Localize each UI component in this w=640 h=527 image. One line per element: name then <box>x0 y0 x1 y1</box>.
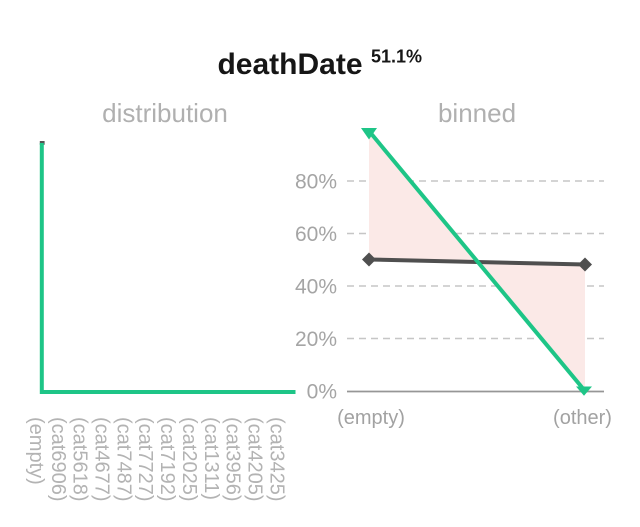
svg-text:(cat4677): (cat4677) <box>91 417 113 502</box>
svg-text:(cat7487): (cat7487) <box>112 417 134 502</box>
svg-text:0%: 0% <box>307 381 337 404</box>
svg-text:(cat6906): (cat6906) <box>47 417 69 502</box>
svg-text:80%: 80% <box>295 171 337 194</box>
svg-text:60%: 60% <box>295 223 337 246</box>
svg-text:(cat4205): (cat4205) <box>244 417 266 502</box>
svg-text:40%: 40% <box>295 276 337 299</box>
svg-text:(cat7192): (cat7192) <box>156 417 178 502</box>
svg-text:51.1%: 51.1% <box>371 47 422 67</box>
svg-text:deathDate: deathDate <box>217 48 362 81</box>
svg-text:(cat7727): (cat7727) <box>134 417 156 502</box>
svg-text:(cat2025): (cat2025) <box>178 417 200 502</box>
svg-text:(cat5618): (cat5618) <box>69 417 91 502</box>
svg-text:(cat3956): (cat3956) <box>222 417 244 502</box>
svg-text:binned: binned <box>438 98 516 128</box>
svg-text:distribution: distribution <box>102 98 228 128</box>
svg-text:(empty): (empty) <box>337 407 405 429</box>
svg-text:(cat3425): (cat3425) <box>265 417 287 502</box>
svg-text:(empty): (empty) <box>25 417 47 485</box>
svg-text:(cat1311): (cat1311) <box>200 417 222 500</box>
svg-text:20%: 20% <box>295 328 337 351</box>
svg-text:(other): (other) <box>553 407 612 429</box>
